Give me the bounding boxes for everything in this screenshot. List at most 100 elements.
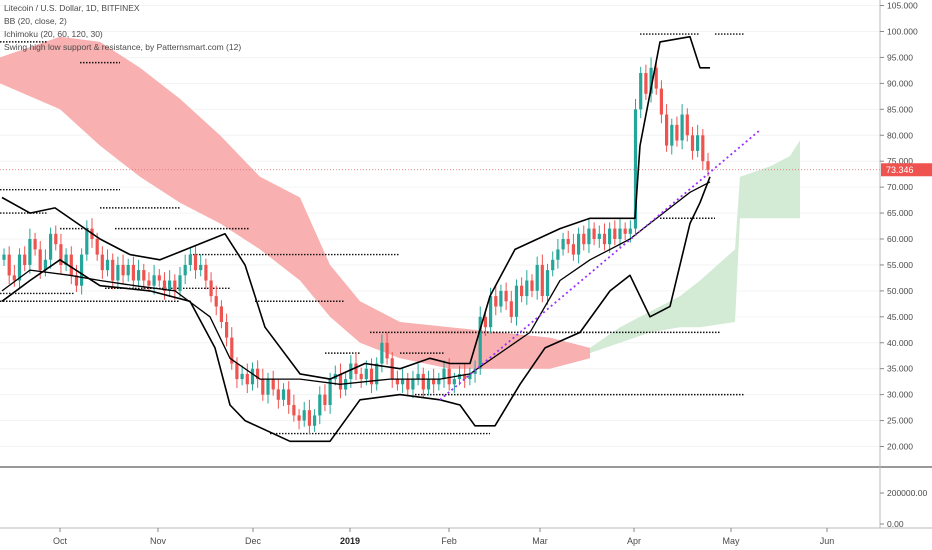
candle-body-30 — [157, 275, 161, 281]
candle-body-69 — [359, 373, 363, 380]
candle-body-117 — [608, 228, 612, 245]
candle-body-87 — [452, 379, 456, 385]
candle-body-111 — [577, 233, 581, 255]
candle-body-128 — [665, 114, 669, 146]
candle-body-11 — [59, 244, 63, 265]
candle-body-115 — [597, 233, 601, 239]
candle-body-113 — [587, 228, 591, 245]
candle-body-67 — [349, 363, 353, 380]
candle-body-106 — [551, 259, 555, 271]
time-label-2: Dec — [245, 536, 262, 546]
bb-upper-band — [1, 35, 710, 380]
candle-body-4 — [23, 254, 27, 265]
candle-body-12 — [64, 254, 68, 265]
candle-body-105 — [545, 270, 550, 296]
time-axis[interactable]: Oct Nov Dec 2019 Feb Mar Apr May Jun — [53, 528, 834, 546]
price-label-15: 30.000 — [887, 390, 913, 400]
candle-body-130 — [675, 124, 679, 141]
candle-body-35 — [183, 264, 187, 276]
legend-ichimoku: Ichimoku (20, 60, 120, 30) — [4, 29, 103, 39]
price-label-2: 95.000 — [887, 52, 913, 62]
candle-body-61 — [318, 394, 322, 416]
candle-body-80 — [416, 373, 420, 380]
candle-body-37 — [193, 254, 198, 271]
candle-body-1 — [7, 254, 11, 276]
candle-body-108 — [561, 239, 565, 250]
candle-body-94 — [489, 296, 493, 328]
candle-body-116 — [602, 233, 607, 245]
candle-body-136 — [706, 161, 710, 170]
candle-body-7 — [38, 249, 42, 271]
current-price-tag: 73.346 — [881, 163, 932, 177]
price-label-17: 20.000 — [887, 442, 913, 452]
candle-body-29 — [152, 275, 156, 286]
candle-body-68 — [354, 363, 358, 374]
candle-body-49 — [256, 368, 260, 380]
candle-body-122 — [633, 109, 638, 229]
candle-body-59 — [307, 410, 311, 426]
candle-body-22 — [116, 264, 120, 281]
legend-swing: Swing high low support & resistance, by … — [4, 42, 241, 52]
time-label-3: 2019 — [340, 536, 360, 546]
candle-body-25 — [131, 264, 135, 281]
candle-body-73 — [380, 342, 384, 364]
candle-body-36 — [188, 254, 192, 265]
time-label-5: Mar — [532, 536, 548, 546]
candle-body-44 — [230, 337, 234, 364]
candle-body-16 — [85, 228, 89, 255]
candle-body-8 — [43, 259, 47, 271]
price-label-7: 70.000 — [887, 182, 913, 192]
price-label-3: 90.000 — [887, 78, 913, 88]
price-axis[interactable]: 105.000 100.000 95.000 90.000 85.000 80.000 75… — [880, 1, 918, 452]
candle-body-89 — [463, 373, 467, 380]
candle-body-126 — [654, 67, 658, 89]
candle-body-33 — [173, 280, 177, 291]
candle-body-21 — [111, 259, 115, 281]
candle-body-24 — [126, 264, 130, 276]
candle-body-5 — [28, 239, 32, 265]
candle-body-54 — [281, 389, 286, 400]
ichimoku-cloud — [0, 36, 800, 369]
candle-body-31 — [162, 280, 167, 291]
candle-body-83 — [432, 379, 436, 385]
candle-body-102 — [530, 280, 534, 291]
price-label-1: 100.000 — [887, 27, 918, 37]
candle-body-45 — [235, 363, 239, 380]
candle-body-15 — [80, 254, 84, 286]
price-label-8: 65.000 — [887, 208, 913, 218]
candle-body-84 — [437, 379, 441, 385]
candle-body-23 — [121, 264, 125, 276]
candle-body-112 — [582, 233, 586, 245]
candle-body-81 — [421, 373, 425, 390]
candle-body-124 — [644, 73, 648, 94]
candle-body-62 — [323, 394, 327, 405]
candle-body-101 — [525, 280, 529, 297]
candle-body-79 — [411, 379, 415, 390]
candle-body-123 — [639, 73, 643, 110]
candle-body-47 — [245, 373, 249, 385]
candle-body-120 — [623, 228, 627, 234]
price-label-9: 60.000 — [887, 234, 913, 244]
price-label-5: 80.000 — [887, 130, 913, 140]
current-price-label: 73.346 — [886, 165, 914, 175]
time-label-6: Apr — [627, 536, 641, 546]
legend-bb: BB (20, close, 2) — [4, 16, 67, 26]
time-label-0: Oct — [53, 536, 68, 546]
candle-body-110 — [571, 244, 575, 255]
price-label-14: 35.000 — [887, 364, 913, 374]
candle-body-75 — [390, 358, 394, 380]
candle-body-125 — [649, 67, 653, 94]
candle-body-55 — [287, 389, 291, 405]
candle-body-9 — [49, 233, 53, 260]
candle-body-86 — [447, 368, 451, 385]
candle-body-26 — [137, 270, 141, 281]
price-label-12: 45.000 — [887, 312, 913, 322]
legend-symbol: Litecoin / U.S. Dollar, 1D, BITFINEX — [4, 3, 140, 13]
price-label-0: 105.000 — [887, 1, 918, 11]
candle-body-133 — [690, 135, 695, 151]
candle-body-85 — [442, 368, 446, 380]
kumo-bearish — [0, 36, 590, 369]
candle-body-109 — [566, 239, 570, 245]
